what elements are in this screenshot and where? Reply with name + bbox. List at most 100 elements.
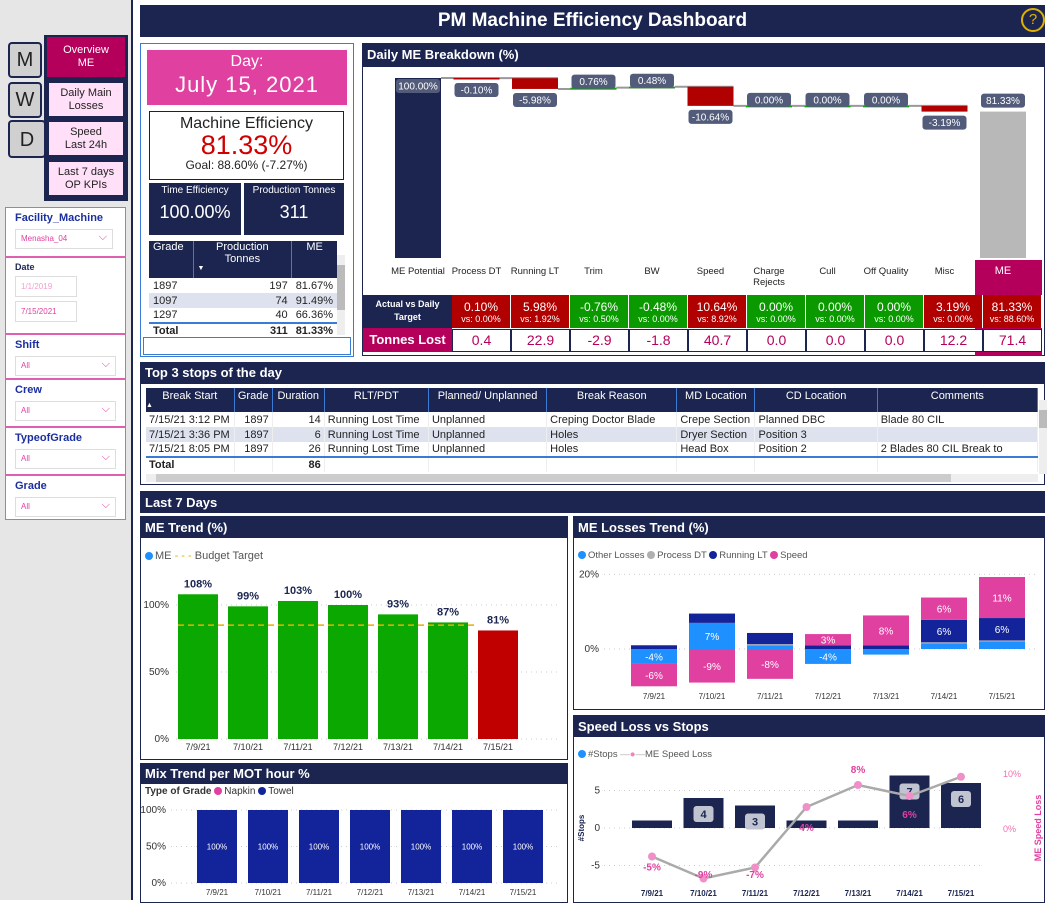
dropdown-value: All — [21, 361, 30, 370]
towel-bar — [197, 810, 237, 883]
crew-dropdown[interactable]: All ⌵ — [15, 401, 116, 421]
cell: 7/15/21 3:36 PM — [146, 427, 235, 442]
col-header[interactable]: MD Location — [676, 388, 756, 412]
target-value: vs: 8.92% — [697, 314, 737, 324]
tonnes-lost-label: Tonnes Lost — [363, 328, 452, 352]
actual-value: 0.10% — [463, 300, 499, 314]
stops-vscrollbar[interactable] — [1039, 400, 1047, 474]
col-header[interactable]: Break Start ▲ — [146, 388, 235, 412]
legend-item: Budget Target — [194, 550, 264, 562]
legend-item: #Stops — [588, 749, 618, 760]
col-header[interactable]: Planned/ Unplanned — [428, 388, 548, 412]
grade-table-scrollbar[interactable] — [337, 255, 345, 335]
grade-row[interactable]: 1897 197 81.67% — [149, 278, 337, 293]
me-trend-chart: 0% 50% 100% 108% 7/9/21 99% 7/10/21 103% 7/11/21… — [143, 578, 561, 752]
te-value: 100.00% — [159, 202, 231, 222]
data-label: 6 — [958, 794, 964, 806]
col-header[interactable]: Duration — [272, 388, 325, 412]
col-header[interactable]: Comments — [877, 388, 1038, 412]
col-header[interactable]: Grade — [234, 388, 273, 412]
nav-overview-me-button[interactable]: Overview ME — [47, 37, 125, 77]
grade-row[interactable]: 1097 74 91.49% — [149, 293, 337, 308]
shift-dropdown[interactable]: All ⌵ — [15, 356, 116, 376]
actual-value: 0.00% — [876, 300, 912, 314]
dashed-line-icon: - - - — [174, 550, 192, 562]
grade-dropdown[interactable]: All ⌵ — [15, 497, 116, 517]
filter-label: Shift — [15, 339, 40, 351]
tonnes-lost-cell: 71.4 — [983, 329, 1042, 352]
header-text: Planned/ Unplanned — [437, 390, 538, 402]
mix-trend-chart: 0% 50% 100% 100% 7/9/21 100% 7/10/21 100% 7/11/2… — [141, 805, 561, 897]
type-of-grade-dropdown[interactable]: All ⌵ — [15, 449, 116, 469]
x-tick-label: 7/12/21 — [793, 889, 820, 898]
date-end-input[interactable]: 7/15/2021 — [15, 301, 77, 322]
col-header-me[interactable]: ME — [306, 241, 323, 253]
legend-item: Speed — [780, 550, 808, 561]
col-header[interactable]: CD Location — [754, 388, 878, 412]
dropdown-value: Menasha_04 — [21, 234, 68, 243]
loss-segment — [979, 577, 1025, 619]
target-value: vs: 0.00% — [638, 314, 678, 324]
target-value: vs: 0.00% — [461, 314, 501, 324]
stops-hscrollbar[interactable] — [146, 474, 1038, 482]
header-text: Production Tonnes — [216, 241, 269, 265]
cell: 74 — [275, 294, 288, 307]
target-value: vs: 0.00% — [756, 314, 796, 324]
date-start-input[interactable]: 1/1/2019 — [15, 276, 77, 297]
data-label: 100% — [334, 589, 362, 601]
cell: Running Lost Time — [324, 412, 429, 427]
cell: 86 — [272, 457, 325, 472]
header-text: Grade — [237, 390, 269, 402]
stop-row[interactable]: 7/15/21 3:36 PM 1897 6 Running Lost Time Unp… — [146, 427, 1038, 442]
stops-table: Break Start ▲ Grade Duration RLT/PDT Planned/… — [146, 388, 1038, 474]
nav-speed-24h-button[interactable]: Speed Last 24h — [47, 120, 125, 157]
stops-bar — [632, 820, 672, 828]
col-header-grade[interactable]: Grade — [149, 241, 194, 278]
grade-row[interactable]: 1297 40 66.36% — [149, 308, 337, 323]
y2-tick-label: 10% — [1003, 769, 1021, 779]
data-label: 0.48% — [638, 76, 666, 87]
legend-dot-icon — [578, 750, 586, 758]
stop-row[interactable]: 7/15/21 8:05 PM 1897 26 Running Lost Time Un… — [146, 442, 1038, 457]
line-dot-icon: —●— — [620, 749, 645, 760]
header-text: Break Reason — [576, 390, 647, 402]
chevron-down-icon: ⌵ — [101, 499, 110, 511]
col-header-production-tonnes[interactable]: Production Tonnes ▼ — [193, 241, 293, 278]
cell — [428, 457, 548, 472]
x-tick-label: 7/9/21 — [206, 888, 229, 897]
nav-divider — [131, 0, 133, 900]
data-label: 100.00% — [398, 82, 438, 93]
breakdown-title: Daily ME Breakdown (%) — [362, 43, 1045, 67]
tonnes-lost-cell: 12.2 — [924, 329, 983, 352]
tab-month[interactable]: M — [8, 42, 42, 78]
x-tick-label: 7/13/21 — [383, 742, 413, 752]
category-label: Speed — [696, 266, 725, 277]
legend-title: Type of Grade — [145, 786, 212, 797]
y-tick-label: 20% — [579, 569, 599, 580]
facility-dropdown[interactable]: Menasha_04 ⌵ — [15, 229, 113, 249]
data-label-box — [688, 109, 733, 124]
col-header[interactable]: RLT/PDT — [324, 388, 429, 412]
data-label: 3% — [821, 636, 836, 647]
loss-segment — [805, 649, 851, 664]
data-label-box — [805, 92, 850, 107]
target-value: vs: 0.50% — [579, 314, 619, 324]
nav-last-7-days-button[interactable]: Last 7 days OP KPIs — [47, 160, 125, 197]
tab-day[interactable]: D — [8, 120, 46, 158]
data-label: 100% — [360, 843, 380, 852]
question-circle-icon[interactable]: ? — [1021, 8, 1045, 32]
me-bar — [478, 630, 518, 739]
waterfall-bar — [453, 78, 500, 80]
header-text: CD Location — [785, 390, 847, 402]
nav-daily-main-losses-button[interactable]: Daily Main Losses — [47, 81, 125, 118]
col-header[interactable]: Break Reason — [546, 388, 678, 412]
stop-row[interactable]: 7/15/21 3:12 PM 1897 14 Running Lost Time Un… — [146, 412, 1038, 427]
me-bar — [278, 600, 318, 739]
x-tick-label: 7/9/21 — [641, 889, 664, 898]
cell: 7/15/21 3:12 PM — [146, 412, 235, 427]
legend-dot-icon — [145, 552, 153, 560]
legend-dot-icon — [770, 551, 779, 559]
data-label: 100% — [462, 843, 482, 852]
tab-week[interactable]: W — [8, 82, 42, 118]
actual-vs-target-cell: 10.64% vs: 8.92% — [688, 295, 747, 328]
